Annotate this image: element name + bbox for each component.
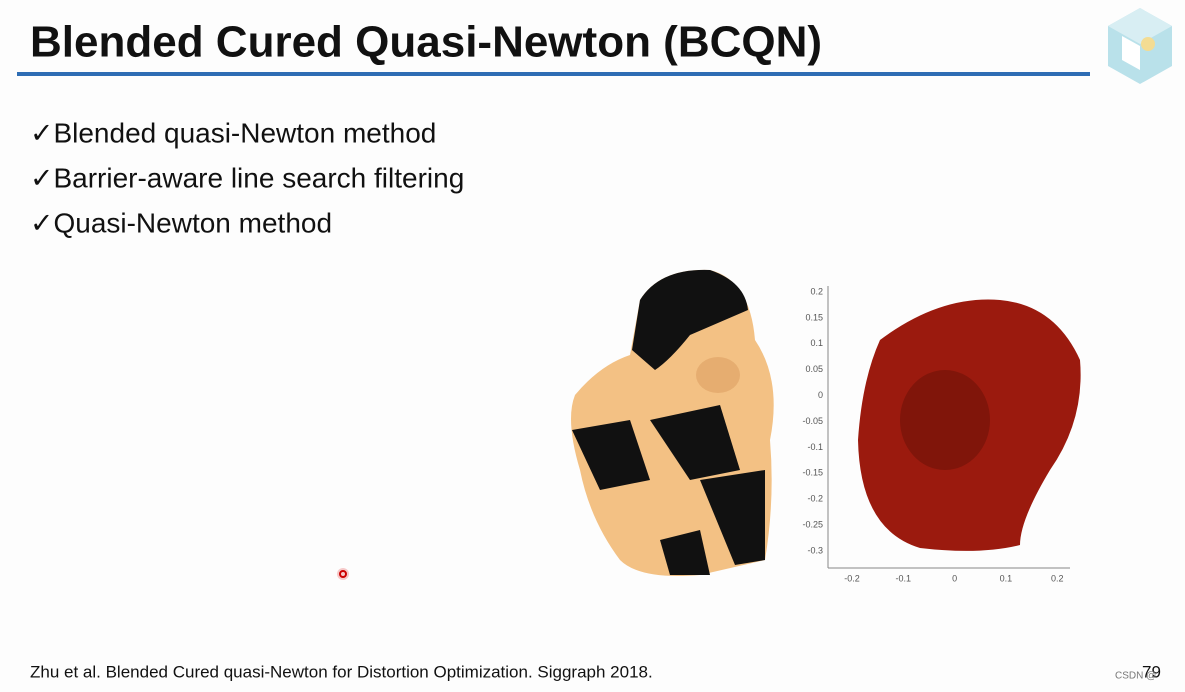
y-tick-label: -0.3 xyxy=(807,545,823,555)
cursor-dot xyxy=(339,570,347,578)
x-tick-label: 0 xyxy=(952,573,957,583)
cursor xyxy=(337,568,349,580)
y-tick-label: 0.2 xyxy=(810,286,823,296)
bullet: ✓Barrier-aware line search filtering xyxy=(30,162,464,193)
title-rule xyxy=(17,72,1090,76)
gorilla-mesh xyxy=(571,269,774,576)
y-tick-label: 0.05 xyxy=(805,364,823,374)
tick-labels: 0.2 0.15 0.1 0.05 0 -0.05 -0.1 -0.15 -0.2 -0.25 -0… xyxy=(802,286,1063,583)
logo xyxy=(1108,8,1172,84)
y-tick-label: -0.2 xyxy=(807,494,823,504)
page-number: 79 xyxy=(1142,662,1161,681)
x-tick-label: -0.2 xyxy=(844,573,860,583)
slide-title: Blended Cured Quasi-Newton (BCQN) xyxy=(30,18,822,67)
citation: Zhu et al. Blended Cured quasi-Newton fo… xyxy=(30,662,653,681)
shading xyxy=(900,370,990,470)
y-tick-label: -0.05 xyxy=(802,416,823,426)
watermark: CSDN @ xyxy=(1115,671,1156,682)
x-tick-label: 0.1 xyxy=(1000,573,1013,583)
y-tick-label: -0.1 xyxy=(807,442,823,452)
y-tick-label: -0.15 xyxy=(802,468,823,478)
bullet: ✓Quasi-Newton method xyxy=(30,207,332,238)
bullet: ✓Blended quasi-Newton method xyxy=(30,117,436,148)
x-tick-label: 0.2 xyxy=(1051,573,1064,583)
y-tick-label: 0 xyxy=(818,390,823,400)
y-tick-label: 0.15 xyxy=(805,312,823,322)
y-tick-label: -0.25 xyxy=(802,519,823,529)
x-tick-label: -0.1 xyxy=(896,573,912,583)
y-tick-label: 0.1 xyxy=(810,338,823,348)
